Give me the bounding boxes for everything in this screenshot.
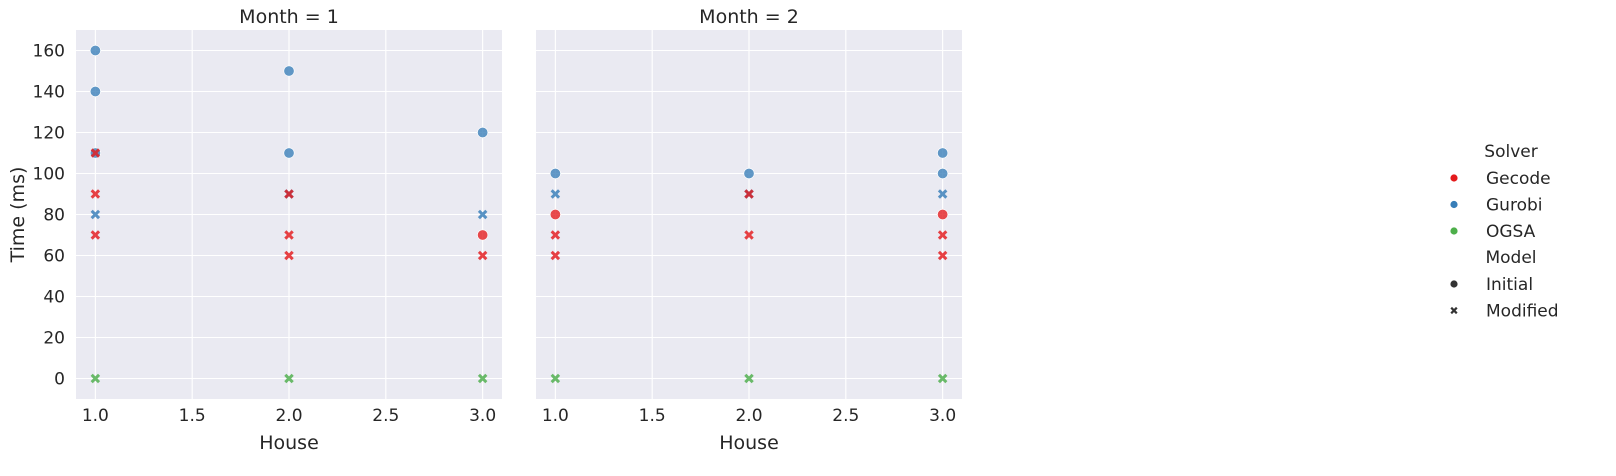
data-points	[549, 147, 949, 384]
y-tick-label: 80	[43, 206, 65, 226]
data-point	[550, 373, 561, 384]
data-point	[477, 127, 489, 139]
data-point	[744, 189, 754, 199]
legend-label: Initial	[1486, 275, 1533, 295]
data-point	[477, 209, 488, 220]
y-tick-label: 20	[43, 329, 65, 349]
x-tick-label: 1.5	[179, 406, 206, 426]
legend-label: Modified	[1486, 302, 1559, 322]
data-point	[90, 189, 101, 199]
y-tick-label: 0	[54, 370, 65, 390]
x-tick-label: 2.5	[832, 406, 859, 426]
data-point	[90, 148, 101, 158]
legend-marker-initial	[1450, 280, 1458, 288]
data-point	[744, 230, 754, 240]
x-tick-label: 1.5	[639, 406, 666, 426]
data-point	[549, 168, 561, 180]
data-point	[937, 230, 948, 240]
data-point	[549, 209, 561, 221]
data-point	[284, 250, 294, 261]
data-point	[90, 373, 101, 384]
y-tick-label: 120	[33, 124, 65, 144]
legend-label: OGSA	[1486, 222, 1536, 242]
x-tick-label: 2.0	[275, 406, 302, 426]
data-point	[550, 230, 561, 240]
data-point	[937, 147, 949, 159]
y-tick-label: 40	[43, 288, 65, 308]
x-tick-label: 1.0	[542, 406, 569, 426]
data-point	[937, 250, 948, 261]
facet-panel-2: Month = 2 1.0 1.5 2.0 2.5 3.0 House	[536, 6, 962, 454]
legend-marker-ogsa	[1450, 227, 1458, 235]
legend-label: Gurobi	[1486, 196, 1542, 216]
data-point	[743, 168, 755, 180]
x-tick-label: 1.0	[82, 406, 109, 426]
x-tick-label: 2.0	[735, 406, 762, 426]
data-point	[284, 230, 294, 240]
y-tick-label: 60	[43, 247, 65, 267]
data-point	[284, 189, 294, 199]
data-point	[283, 65, 295, 77]
data-point	[283, 147, 295, 159]
facet-title: Month = 2	[699, 6, 799, 28]
data-point	[90, 209, 101, 220]
data-point	[937, 168, 949, 180]
legend: Solver Gecode Gurobi OGSA Model Initial Modifi…	[1450, 142, 1559, 322]
legend-title-solver: Solver	[1484, 142, 1537, 162]
data-point	[937, 189, 948, 199]
data-point	[477, 250, 488, 261]
data-point	[550, 250, 561, 261]
legend-title-model: Model	[1485, 248, 1536, 268]
data-point	[90, 230, 101, 240]
data-point	[937, 209, 949, 221]
data-point	[477, 373, 488, 384]
y-tick-label: 140	[33, 83, 65, 103]
data-points	[89, 44, 489, 384]
x-tick-label: 2.5	[372, 406, 399, 426]
data-point	[744, 373, 754, 384]
facet-panel-1: Month = 1 1.0 1.5 2.0 2.5 3.0 House 0 20 40 60 80 10…	[7, 6, 502, 454]
x-tick-label: 3.0	[929, 406, 956, 426]
x-axis-label: House	[259, 432, 319, 454]
data-point	[89, 86, 101, 98]
data-point	[89, 44, 101, 56]
legend-marker-gecode	[1450, 174, 1458, 182]
y-tick-label: 100	[33, 165, 65, 185]
data-point	[477, 229, 489, 241]
legend-marker-modified	[1450, 306, 1458, 315]
data-point	[284, 373, 294, 384]
data-point	[550, 189, 561, 199]
x-axis-label: House	[719, 432, 779, 454]
x-tick-label: 3.0	[469, 406, 496, 426]
y-axis-label: Time (ms)	[7, 167, 29, 264]
data-point	[937, 373, 948, 384]
facet-title: Month = 1	[239, 6, 339, 28]
legend-label: Gecode	[1486, 169, 1551, 189]
y-tick-label: 160	[33, 42, 65, 62]
legend-marker-gurobi	[1450, 200, 1458, 209]
